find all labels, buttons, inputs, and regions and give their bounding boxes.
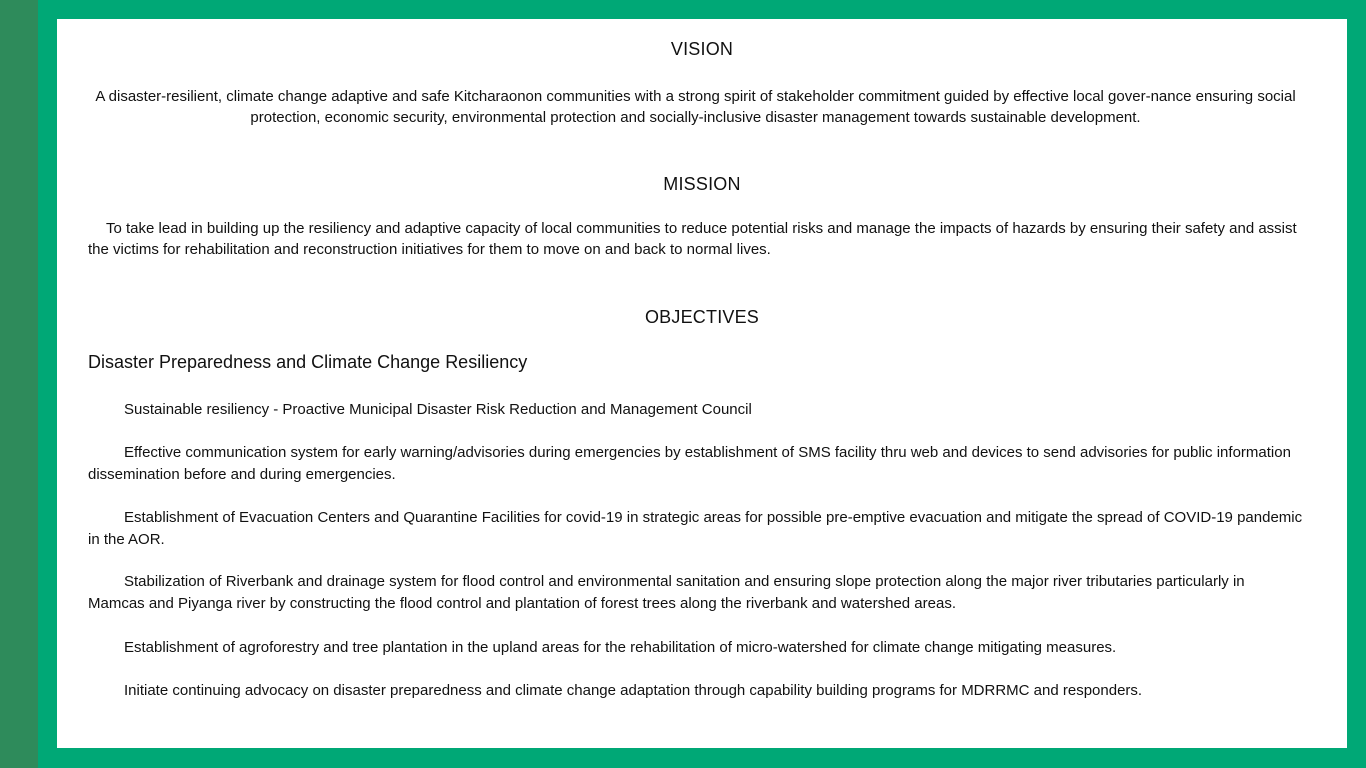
vision-heading: VISION (670, 39, 734, 59)
mission-text: To take lead in building up the resilien… (88, 220, 1297, 258)
mission-heading: MISSION (663, 174, 741, 194)
objective-item: Effective communication system for early… (88, 444, 1291, 483)
vision-text: A disaster-resilient, climate change ada… (95, 88, 1296, 126)
objective-item: Establishment of agroforestry and tree p… (124, 639, 1117, 656)
left-decorative-strip (0, 0, 38, 768)
objective-item: Stabilization of Riverbank and drainage … (88, 573, 1245, 612)
document-panel: VISION A disaster-resilient, climate cha… (57, 19, 1347, 748)
objective-item: Initiate continuing advocacy on disaster… (124, 682, 1143, 699)
objective-item: Establishment of Evacuation Centers and … (88, 509, 1303, 548)
objectives-heading: OBJECTIVES (644, 307, 760, 327)
objectives-subheading: Disaster Preparedness and Climate Change… (88, 352, 528, 372)
objective-item: Sustainable resiliency - Proactive Munic… (124, 401, 752, 418)
